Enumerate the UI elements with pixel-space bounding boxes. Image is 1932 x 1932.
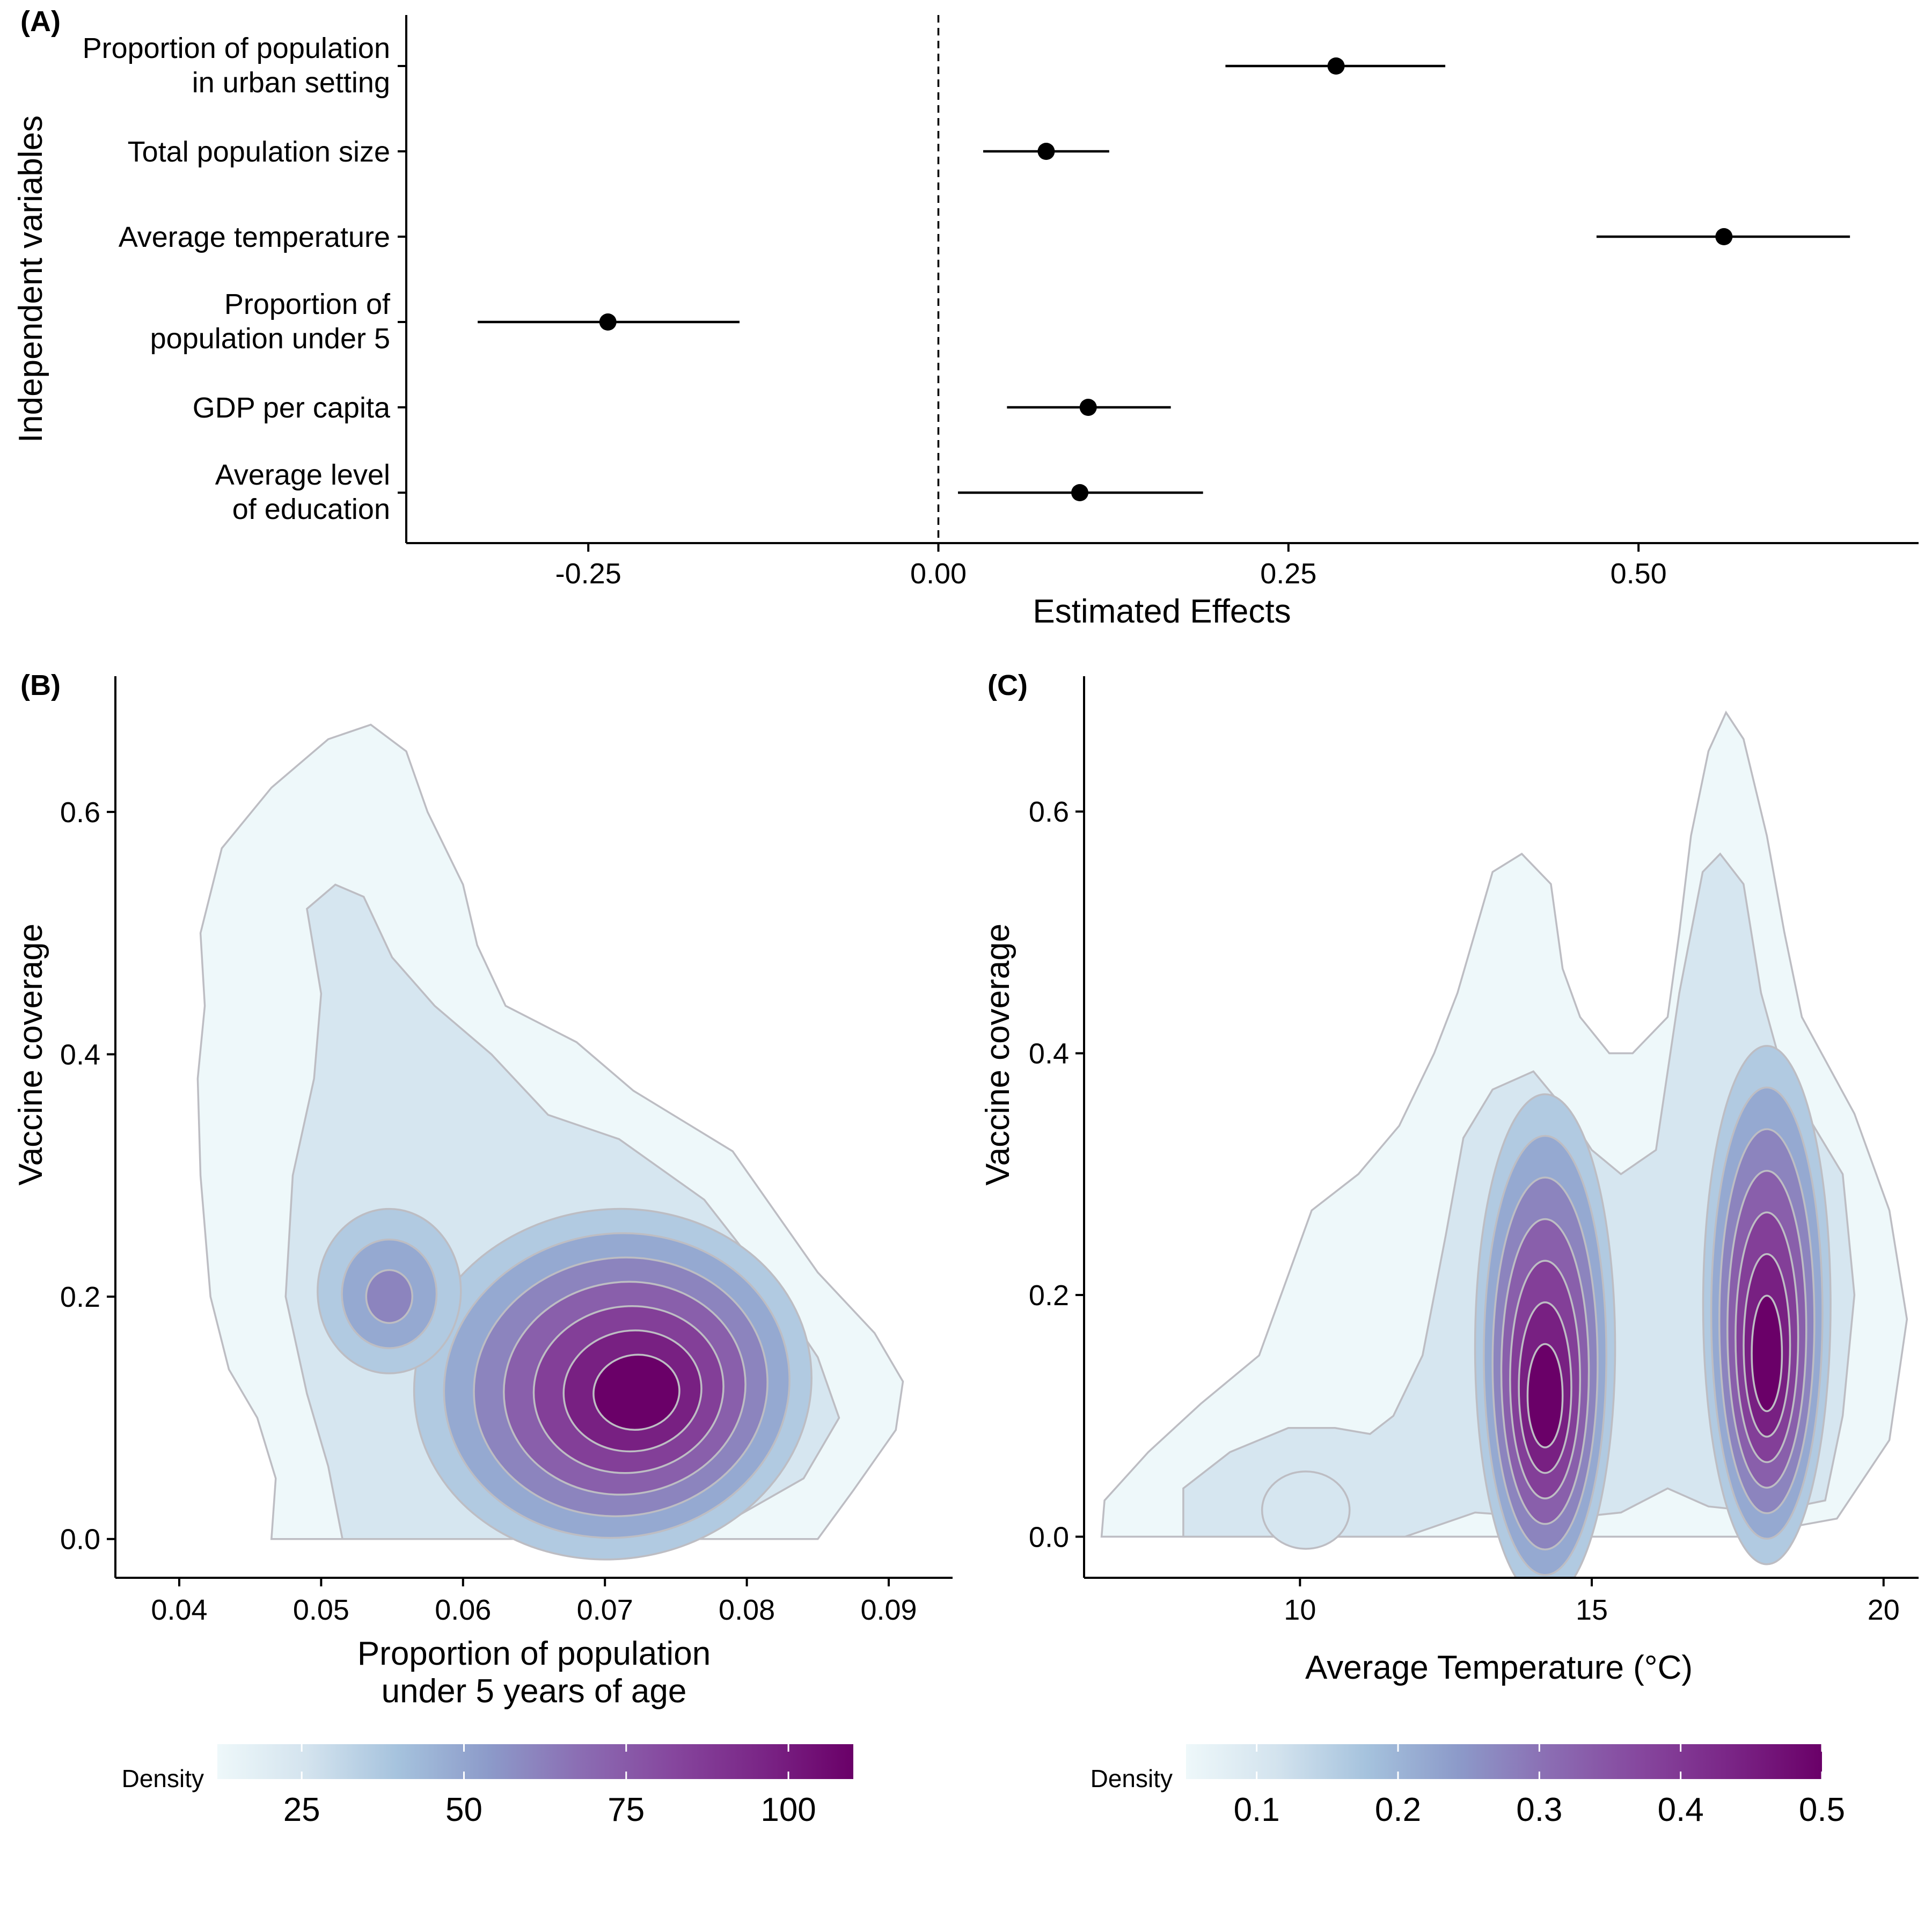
estimate-point xyxy=(1037,143,1055,160)
legend-tick-label: 75 xyxy=(608,1791,645,1828)
panel-a-axes: -0.25 0.00 0.25 0.50 Proportion of populatio… xyxy=(83,15,1919,590)
legend-title: Density xyxy=(1091,1765,1173,1792)
legend-colorbar xyxy=(217,1744,853,1779)
x-tick-label: 0.00 xyxy=(910,558,967,590)
x-tick-label: 0.25 xyxy=(1260,558,1316,590)
y-tick-label: Average temperature xyxy=(119,221,390,253)
legend-tick-label: 25 xyxy=(283,1791,320,1828)
x-tick-label: 0.08 xyxy=(719,1594,775,1626)
estimate-point xyxy=(1079,399,1097,416)
legend-tick-label: 0.1 xyxy=(1234,1791,1280,1828)
y-tick-label: Total population size xyxy=(128,136,390,168)
panel-b-y-axis-title: Vaccine coverage xyxy=(12,924,49,1185)
y-tick-label: 0.6 xyxy=(60,796,100,829)
legend-tick-label: 0.3 xyxy=(1516,1791,1562,1828)
x-tick-label: 20 xyxy=(1868,1594,1900,1626)
panel-c-density-contours xyxy=(1100,710,1908,1578)
y-tick-label: Proportion of population in urban setting xyxy=(83,32,390,99)
density-contour-band xyxy=(1261,1470,1351,1550)
legend-tick-label: 100 xyxy=(760,1791,816,1828)
legend-title: Density xyxy=(122,1765,204,1792)
y-tick-label: 0.2 xyxy=(1029,1279,1069,1312)
y-tick-label: Proportion of population under 5 xyxy=(150,288,391,355)
panel-c-y-axis-title: Vaccine coverage xyxy=(979,924,1016,1185)
panel-a-x-axis-title: Estimated Effects xyxy=(1033,593,1291,630)
x-tick-label: 0.07 xyxy=(577,1594,633,1626)
estimate-point xyxy=(599,313,617,331)
estimate-point xyxy=(1715,228,1733,245)
x-tick-label: 0.05 xyxy=(293,1594,349,1626)
y-tick-label: 0.6 xyxy=(1029,796,1069,828)
legend-colorbar xyxy=(1186,1744,1822,1779)
panel-c-axes: 10 15 20 0.0 0.2 0.4 0.6 xyxy=(1029,676,1919,1626)
panel-c-x-axis-title: Average Temperature (°C) xyxy=(1305,1649,1693,1686)
panel-b-axes: 0.04 0.05 0.06 0.07 0.08 0.09 0.0 0.2 0.4 0.6 xyxy=(60,676,953,1626)
density-contour-band xyxy=(1526,1343,1564,1448)
legend-tick-label: 0.4 xyxy=(1658,1791,1704,1828)
panel-c-label: (C) xyxy=(987,669,1028,701)
x-tick-label: 10 xyxy=(1284,1594,1316,1626)
panel-b-density-legend: 25 50 75 100 Density xyxy=(122,1744,853,1828)
density-contour-band xyxy=(592,1353,680,1431)
panel-a: (A) -0.25 0.00 0.25 0.50 Proportion of popul… xyxy=(12,5,1919,630)
legend-tick-label: 0.2 xyxy=(1375,1791,1421,1828)
panel-a-marks xyxy=(478,15,1850,543)
panel-b-x-axis-title: Proportion of population under 5 years of… xyxy=(357,1635,711,1710)
x-tick-label: 0.06 xyxy=(435,1594,491,1626)
panel-b: (B) 0.04 0.05 0.06 0.07 0.08 0.09 0.0 0.2 0.4 0.6… xyxy=(12,669,953,1828)
panel-a-label: (A) xyxy=(20,5,61,38)
x-tick-label: 0.09 xyxy=(860,1594,917,1626)
y-tick-label: 0.2 xyxy=(60,1281,100,1313)
x-tick-label: 15 xyxy=(1576,1594,1608,1626)
estimate-point xyxy=(1327,57,1345,75)
panel-b-density-contours xyxy=(196,723,904,1561)
y-tick-label: 0.4 xyxy=(60,1039,100,1071)
y-tick-label: 0.0 xyxy=(1029,1521,1069,1553)
panel-c: (C) 10 15 20 0.0 0.2 0.4 0.6 Average Temperatu… xyxy=(979,669,1919,1828)
x-tick-label: 0.04 xyxy=(151,1594,207,1626)
x-tick-label: 0.50 xyxy=(1611,558,1667,590)
density-contour-band xyxy=(365,1269,414,1324)
y-tick-label: GDP per capita xyxy=(193,392,391,424)
estimate-point xyxy=(1071,484,1089,501)
panel-c-density-legend: 0.1 0.2 0.3 0.4 0.5 Density xyxy=(1091,1744,1845,1828)
legend-tick-label: 0.5 xyxy=(1799,1791,1845,1828)
panel-a-y-axis-title: Independent variables xyxy=(12,115,49,443)
y-tick-label: Average level of education xyxy=(215,459,390,525)
y-tick-label: 0.0 xyxy=(60,1524,100,1556)
panel-b-label: (B) xyxy=(20,669,61,701)
x-tick-label: -0.25 xyxy=(555,558,621,590)
density-contour-band xyxy=(1751,1294,1783,1413)
y-tick-label: 0.4 xyxy=(1029,1038,1069,1070)
legend-tick-label: 50 xyxy=(445,1791,482,1828)
